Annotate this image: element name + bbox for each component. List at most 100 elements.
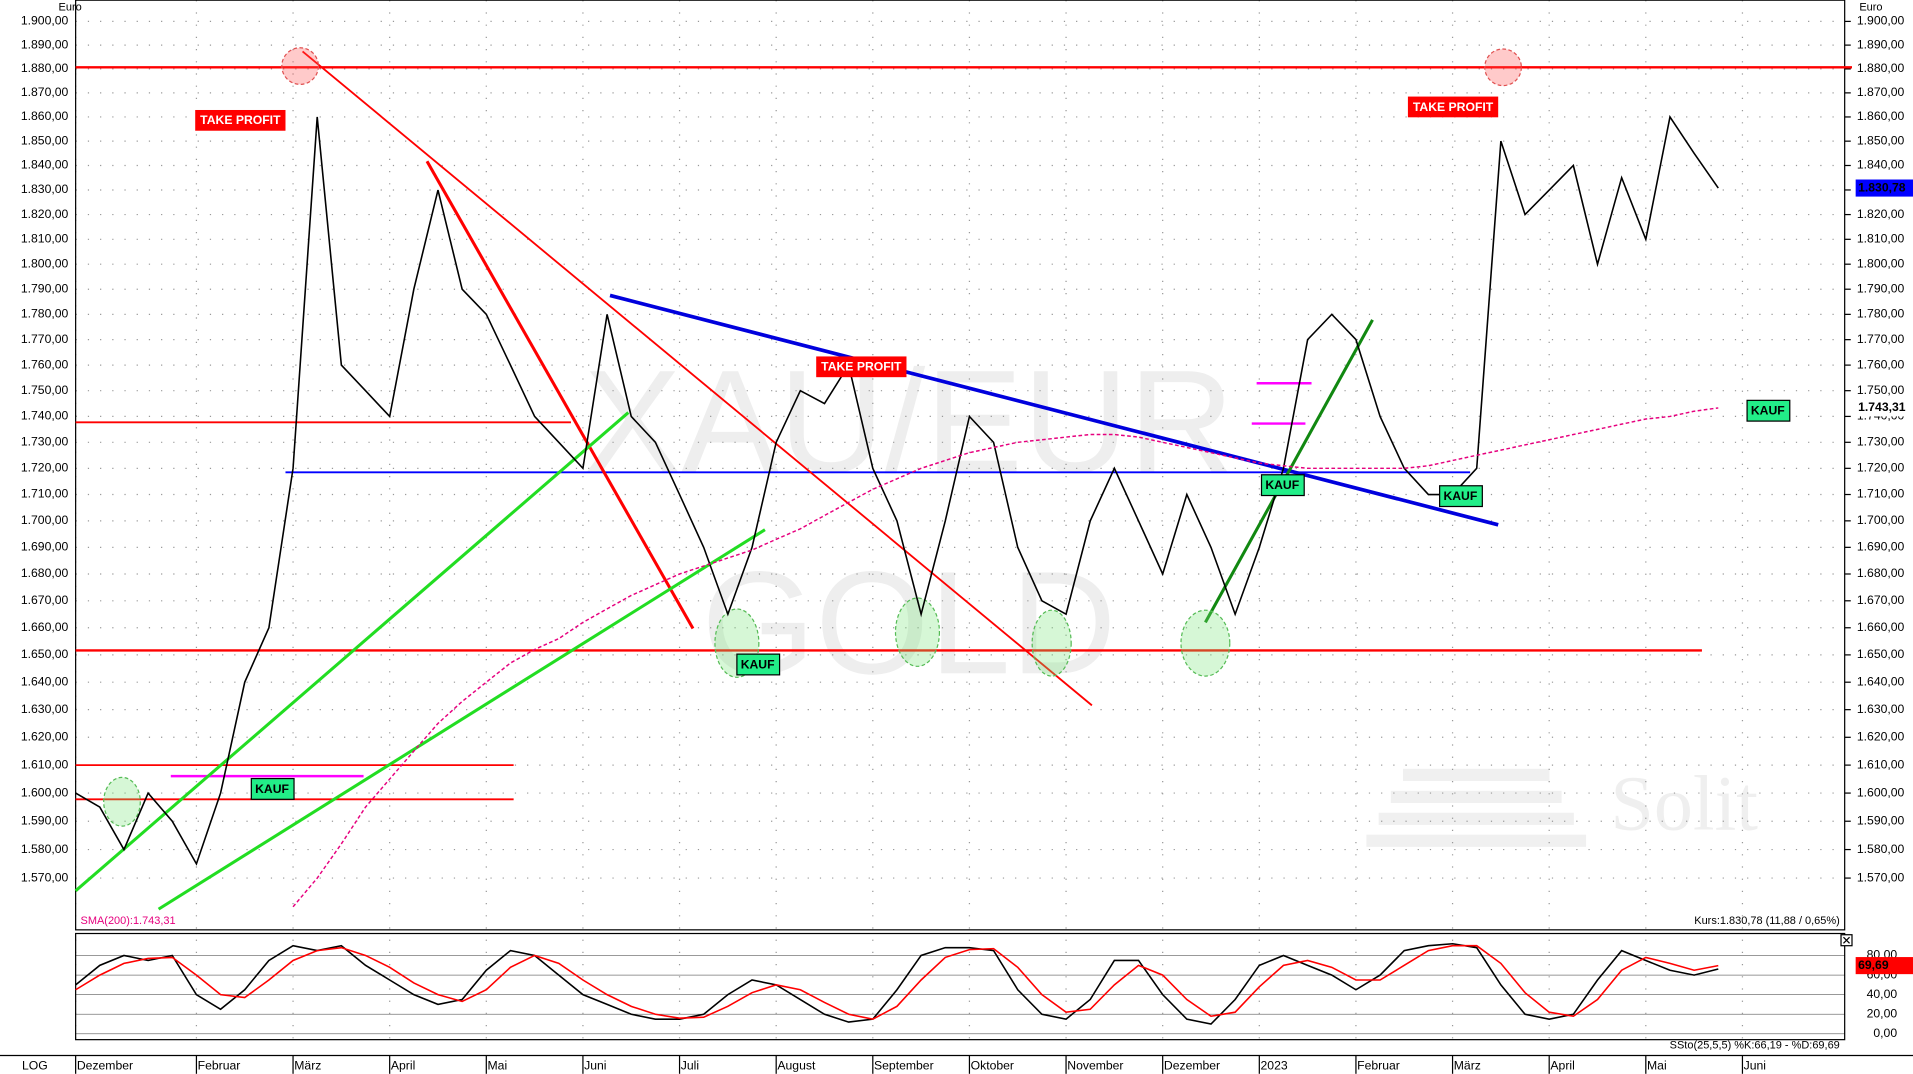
y-tick-label: 1.590,00 bbox=[1857, 813, 1905, 827]
marker-ellipse bbox=[894, 597, 941, 667]
y-tick-label: 1.570,00 bbox=[1857, 870, 1905, 884]
y-tick-label: 1.670,00 bbox=[1857, 593, 1905, 607]
y-tick-label: 1.640,00 bbox=[21, 674, 69, 688]
price-tag-label: 1.830,78 bbox=[1858, 180, 1906, 194]
marker-circle bbox=[281, 47, 320, 85]
y-tick-label: 0,00 bbox=[1873, 1026, 1897, 1040]
annotation-box bbox=[816, 356, 907, 378]
y-tick-label: 1.840,00 bbox=[21, 158, 69, 172]
x-tick-label: April bbox=[1550, 1059, 1574, 1073]
y-tick-label: 1.810,00 bbox=[1857, 232, 1905, 246]
annotation-box bbox=[1746, 399, 1791, 422]
annotation: TAKE PROFIT bbox=[200, 113, 281, 127]
x-tick-label: August bbox=[777, 1059, 816, 1073]
plot-frame bbox=[75, 0, 1846, 931]
y-tick-label: 1.880,00 bbox=[1857, 61, 1905, 75]
trend-line bbox=[609, 293, 1499, 527]
annotation: KAUF bbox=[255, 782, 289, 796]
y-tick-label: 1.670,00 bbox=[21, 593, 69, 607]
annotation: KAUF bbox=[1265, 478, 1299, 492]
price-tag bbox=[1855, 957, 1913, 975]
price-tag-label: 1.743,31 bbox=[1858, 400, 1906, 414]
y-tick-label: 1.810,00 bbox=[21, 232, 69, 246]
y-tick-label: 1.800,00 bbox=[1857, 256, 1905, 270]
marker-ellipse bbox=[103, 776, 141, 827]
y-tick-label: 1.630,00 bbox=[1857, 702, 1905, 716]
y-tick-label: 1.650,00 bbox=[21, 647, 69, 661]
y-tick-label: 1.860,00 bbox=[21, 109, 69, 123]
y-tick-label: 1.720,00 bbox=[21, 461, 69, 475]
y-tick-label: 1.820,00 bbox=[21, 207, 69, 221]
y-tick-label: 1.860,00 bbox=[1857, 109, 1905, 123]
grid: 1.570,00 1.570,00 1.580,00 1.580,00 1.590,00… bbox=[21, 0, 1905, 1074]
y-tick-label: 1.580,00 bbox=[1857, 842, 1905, 856]
x-tick-label: Juni bbox=[1744, 1059, 1766, 1073]
y-tick-label: 1.650,00 bbox=[1857, 647, 1905, 661]
y-tick-label: 1.660,00 bbox=[1857, 620, 1905, 634]
y-tick-label: 1.900,00 bbox=[21, 14, 69, 28]
y-tick-label: 1.700,00 bbox=[21, 513, 69, 527]
axis-label: Euro bbox=[1859, 1, 1882, 13]
y-tick-label: 1.800,00 bbox=[21, 256, 69, 270]
y-tick-label: 1.760,00 bbox=[21, 357, 69, 371]
indicator-info: SSto(25,5,5) %K:66,19 - %D:69,69 bbox=[1670, 1040, 1840, 1052]
y-tick-label: 20,00 bbox=[1867, 1006, 1898, 1020]
logo-icon bbox=[1366, 768, 1587, 847]
x-tick-label: Dezember bbox=[77, 1059, 133, 1073]
y-tick-label: 1.840,00 bbox=[1857, 158, 1905, 172]
x-tick-label: April bbox=[391, 1059, 415, 1073]
watermark-text: XAU/EUR bbox=[584, 340, 1235, 504]
y-tick-label: 1.580,00 bbox=[21, 842, 69, 856]
x-tick-label: September bbox=[874, 1059, 934, 1073]
trend-line bbox=[157, 528, 766, 911]
annotations: TAKE PROFIT TAKE PROFIT TAKE PROFIT KAUF… bbox=[195, 96, 1791, 800]
y-tick-label: 1.730,00 bbox=[1857, 435, 1905, 449]
trend-line bbox=[425, 160, 695, 630]
y-tick-label: 1.640,00 bbox=[1857, 674, 1905, 688]
y-tick-label: 1.820,00 bbox=[1857, 207, 1905, 221]
y-tick-label: 1.600,00 bbox=[21, 785, 69, 799]
y-tick-label: 1.720,00 bbox=[1857, 461, 1905, 475]
y-tick-label: 1.780,00 bbox=[1857, 307, 1905, 321]
annotation-box bbox=[250, 777, 295, 800]
series-line bbox=[75, 944, 1719, 1020]
y-tick-label: 1.850,00 bbox=[21, 133, 69, 147]
y-tick-label: 1.870,00 bbox=[1857, 85, 1905, 99]
annotation-box bbox=[1439, 485, 1483, 508]
y-tick-label: 1.780,00 bbox=[21, 307, 69, 321]
y-tick-label: 40,00 bbox=[1867, 987, 1898, 1001]
sma-info: SMA(200):1.743,31 bbox=[81, 915, 176, 927]
y-tick-label: 1.830,00 bbox=[21, 182, 69, 196]
y-tick-label: 1.620,00 bbox=[21, 730, 69, 744]
y-tick-label: 1.610,00 bbox=[1857, 757, 1905, 771]
watermark: XAU/EUR GOLD Solit bbox=[584, 340, 1758, 847]
x-tick-label: Juni bbox=[584, 1059, 606, 1073]
annotation: TAKE PROFIT bbox=[1413, 100, 1494, 114]
y-tick-label: 1.850,00 bbox=[1857, 133, 1905, 147]
y-tick-label: 1.790,00 bbox=[1857, 281, 1905, 295]
y-tick-label: 1.700,00 bbox=[1857, 513, 1905, 527]
y-tick-label: 1.710,00 bbox=[1857, 487, 1905, 501]
y-tick-label: 1.740,00 bbox=[21, 409, 69, 423]
y-tick-label: 1.620,00 bbox=[1857, 730, 1905, 744]
trend-line bbox=[301, 50, 1093, 707]
y-tick-label: 1.600,00 bbox=[1857, 785, 1905, 799]
annotation-box bbox=[195, 109, 286, 131]
y-tick-label: 1.790,00 bbox=[21, 281, 69, 295]
y-tick-label: 1.890,00 bbox=[1857, 37, 1905, 51]
x-tick-label: Dezember bbox=[1164, 1059, 1220, 1073]
y-tick-label: 1.680,00 bbox=[1857, 566, 1905, 580]
x-tick-label: Mai bbox=[488, 1059, 508, 1073]
x-tick-label: 2023 bbox=[1261, 1059, 1288, 1073]
price-tag bbox=[1855, 399, 1913, 417]
y-tick-label: 1.690,00 bbox=[21, 540, 69, 554]
x-tick-label: Februar bbox=[1357, 1059, 1400, 1073]
logo-text: Solit bbox=[1610, 759, 1758, 846]
y-tick-label: 1.750,00 bbox=[21, 383, 69, 397]
y-tick-label: 1.730,00 bbox=[21, 435, 69, 449]
marker-ellipse bbox=[1180, 609, 1231, 677]
series-line bbox=[75, 942, 1719, 1025]
y-tick-label: 1.870,00 bbox=[21, 85, 69, 99]
